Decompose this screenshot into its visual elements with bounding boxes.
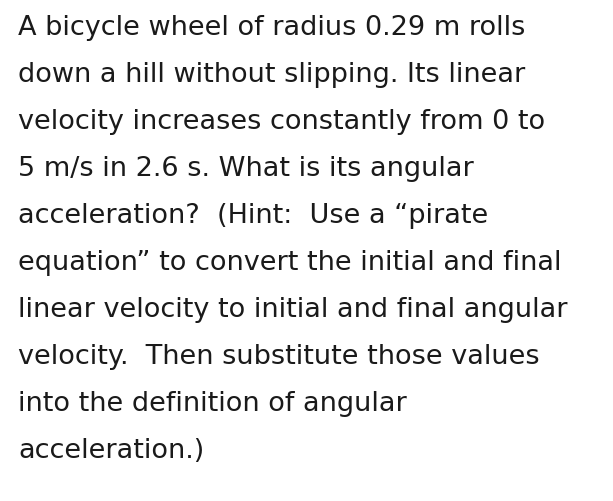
Text: 5 m/s in 2.6 s. What is its angular: 5 m/s in 2.6 s. What is its angular <box>18 156 474 182</box>
Text: acceleration.): acceleration.) <box>18 438 204 464</box>
Text: acceleration?  (Hint:  Use a “pirate: acceleration? (Hint: Use a “pirate <box>18 203 488 229</box>
Text: down a hill without slipping. Its linear: down a hill without slipping. Its linear <box>18 62 525 88</box>
Text: A bicycle wheel of radius 0.29 m rolls: A bicycle wheel of radius 0.29 m rolls <box>18 15 525 41</box>
Text: velocity increases constantly from 0 to: velocity increases constantly from 0 to <box>18 109 545 135</box>
Text: linear velocity to initial and final angular: linear velocity to initial and final ang… <box>18 297 568 323</box>
Text: equation” to convert the initial and final: equation” to convert the initial and fin… <box>18 250 562 276</box>
Text: into the definition of angular: into the definition of angular <box>18 391 407 417</box>
Text: velocity.  Then substitute those values: velocity. Then substitute those values <box>18 344 539 370</box>
